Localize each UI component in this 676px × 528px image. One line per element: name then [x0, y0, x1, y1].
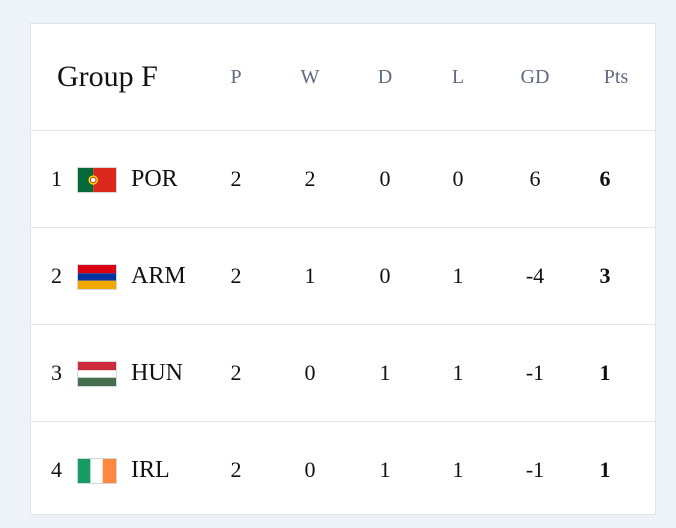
- column-header-lost: L: [451, 65, 465, 88]
- table-row: 2 ARM 2 1 0 1 -4 3: [31, 228, 655, 325]
- drawn-value: 1: [379, 457, 391, 482]
- drawn-value: 0: [379, 263, 391, 288]
- team-name: HUN: [131, 359, 183, 386]
- table-row: 4 IRL 2 0 1 1 -1 1: [31, 422, 655, 518]
- portugal-flag-icon: [77, 167, 117, 193]
- lost-value: 1: [452, 263, 464, 288]
- ireland-flag-icon: [77, 458, 117, 484]
- position-number: 4: [51, 457, 62, 482]
- position-number: 1: [51, 166, 62, 191]
- points-value: 1: [599, 360, 611, 385]
- drawn-value: 1: [379, 360, 391, 385]
- points-value: 6: [599, 166, 611, 191]
- column-header-points: Pts: [603, 65, 629, 88]
- goal-difference-value: -1: [525, 457, 545, 482]
- position-number: 3: [51, 360, 62, 385]
- points-value: 1: [599, 457, 611, 482]
- column-header-played: P: [230, 65, 242, 88]
- team-name: IRL: [131, 456, 170, 483]
- hungary-flag-icon: [77, 361, 117, 387]
- lost-value: 1: [452, 360, 464, 385]
- played-value: 2: [230, 360, 242, 385]
- goal-difference-value: -1: [525, 360, 545, 385]
- won-value: 1: [304, 263, 316, 288]
- played-value: 2: [230, 166, 242, 191]
- table-row: 3 HUN 2 0 1 1 -1 1: [31, 325, 655, 422]
- column-header-won: W: [300, 65, 320, 88]
- lost-value: 0: [452, 166, 464, 191]
- drawn-value: 0: [379, 166, 391, 191]
- goal-difference-value: -4: [525, 263, 545, 288]
- table-header-row: Group F P W D L GD Pts: [31, 24, 655, 131]
- column-header-drawn: D: [377, 65, 393, 88]
- armenia-flag-icon: [77, 264, 117, 290]
- played-value: 2: [230, 263, 242, 288]
- won-value: 0: [304, 457, 316, 482]
- won-value: 0: [304, 360, 316, 385]
- lost-value: 1: [452, 457, 464, 482]
- group-standings-card: Group F P W D L GD Pts 1 POR 2 2 0 0 6 6…: [30, 23, 656, 515]
- points-value: 3: [599, 263, 611, 288]
- goal-difference-value: 6: [529, 166, 541, 191]
- column-header-goal-difference: GD: [520, 65, 550, 88]
- played-value: 2: [230, 457, 242, 482]
- group-title: Group F: [57, 60, 158, 93]
- position-number: 2: [51, 263, 62, 288]
- team-name: POR: [131, 165, 178, 192]
- team-name: ARM: [131, 262, 186, 289]
- table-row: 1 POR 2 2 0 0 6 6: [31, 131, 655, 228]
- won-value: 2: [304, 166, 316, 191]
